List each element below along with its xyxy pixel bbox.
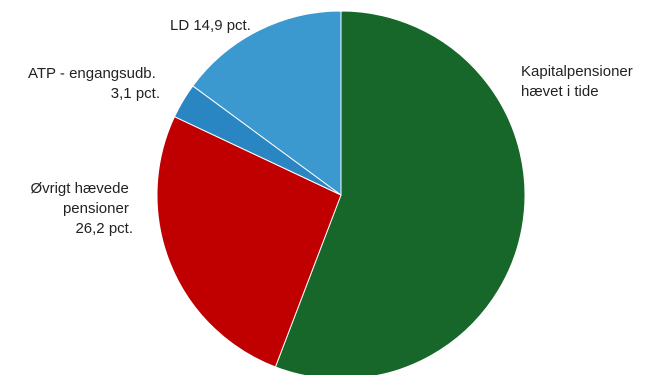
slice-label-kapitalpensioner: Kapitalpensioner hævet i tide xyxy=(521,63,637,100)
pie-slice-3 xyxy=(192,10,342,196)
pie-slice-1 xyxy=(156,115,342,368)
pie-slice-0 xyxy=(274,10,526,375)
pie-slices xyxy=(156,10,526,375)
slice-label-atp: ATP - engangsudb. 3,1 pct. xyxy=(28,65,160,102)
slice-label-oevrigt: Øvrigt hævede pensioner 26,2 pct. xyxy=(30,180,133,237)
slice-label-ld: LD 14,9 pct. xyxy=(170,17,251,34)
